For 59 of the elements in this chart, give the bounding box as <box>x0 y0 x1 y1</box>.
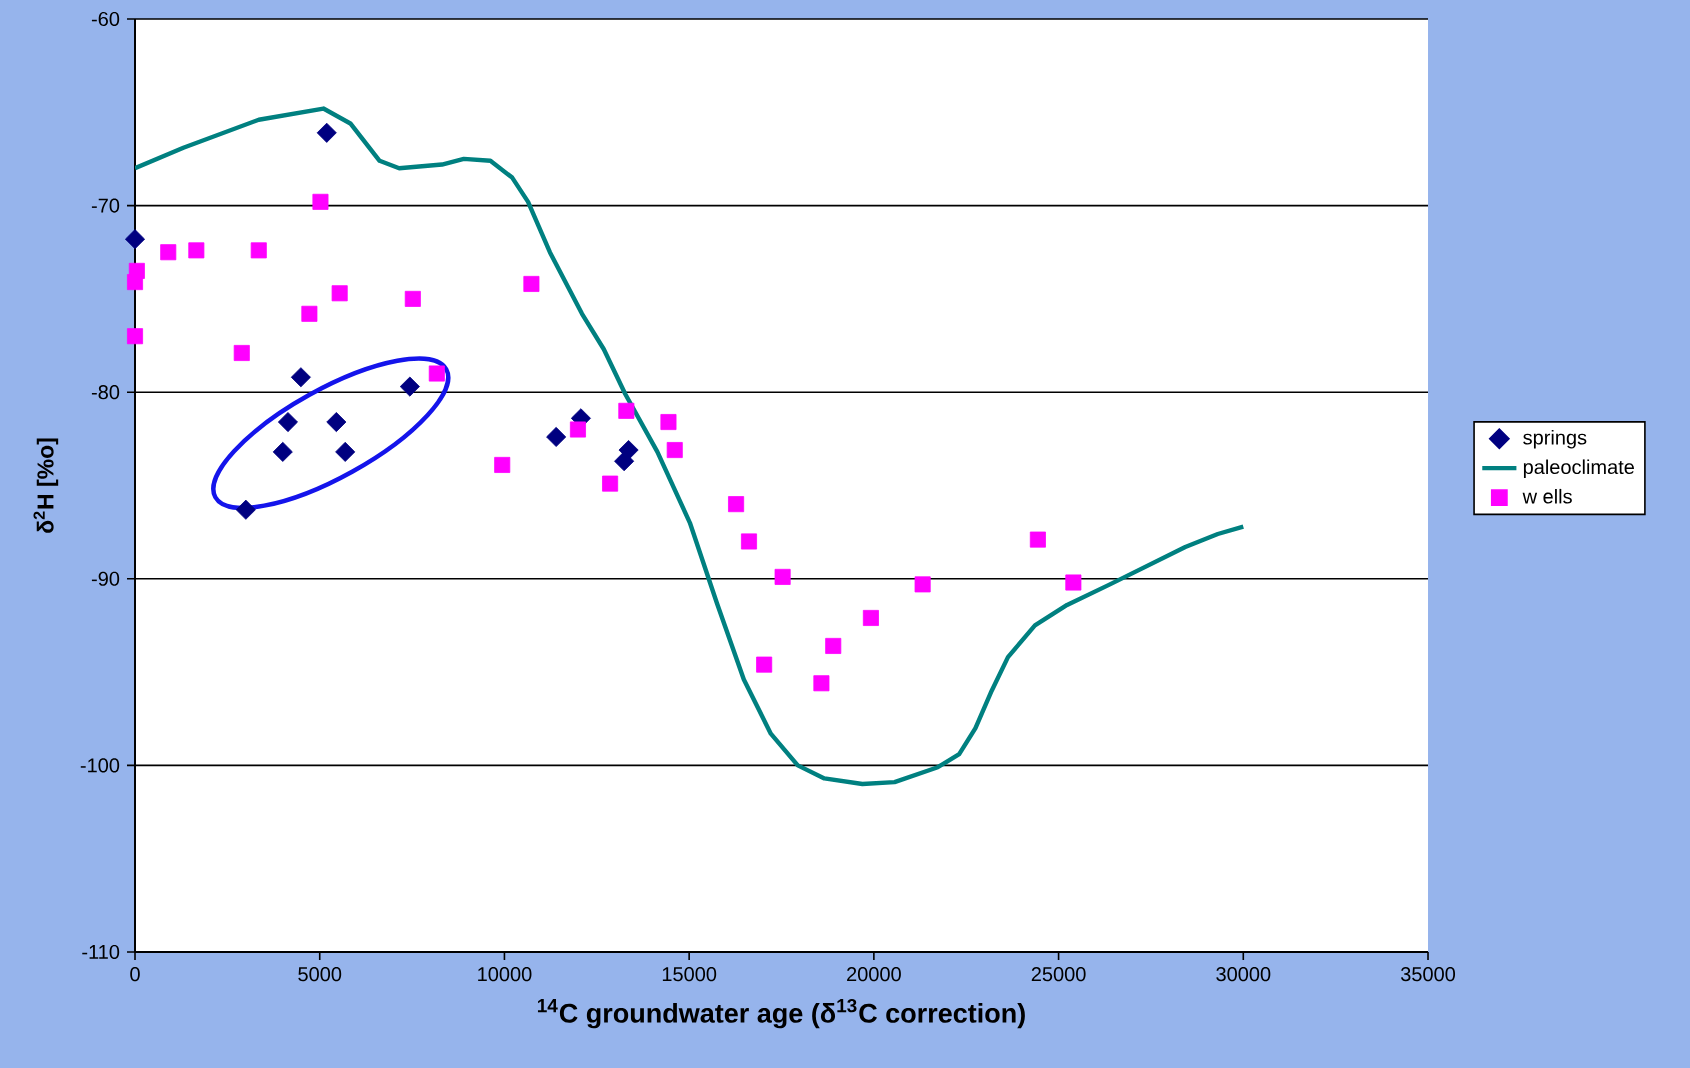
point <box>862 609 879 626</box>
point <box>399 376 420 397</box>
point <box>404 290 421 307</box>
point <box>602 475 619 492</box>
line-series <box>135 106 1246 787</box>
x-tick-label: 25000 <box>1031 967 1086 982</box>
point <box>546 426 567 447</box>
point <box>301 305 318 322</box>
point <box>335 441 356 462</box>
point <box>188 242 205 259</box>
x-tick-label: 0 <box>130 967 140 982</box>
y-axis-title: δ$^{2}$H [%o] <box>33 438 59 533</box>
x-tick-label: 5000 <box>298 967 342 982</box>
legend-label: springs <box>1523 429 1587 449</box>
y-tick-label: -100 <box>80 758 120 773</box>
point <box>774 568 791 585</box>
x-tick-label: 30000 <box>1216 967 1271 982</box>
point <box>660 414 677 431</box>
point <box>813 675 830 692</box>
point <box>741 533 757 550</box>
point <box>326 412 347 433</box>
point <box>523 275 540 292</box>
x-tick-label: 15000 <box>662 967 717 982</box>
point <box>272 441 293 462</box>
point <box>1029 531 1046 548</box>
y-tick-label: -70 <box>91 198 120 213</box>
point <box>316 122 337 143</box>
point <box>666 442 683 459</box>
y-tick-label: -60 <box>91 11 120 27</box>
legend-label: paleoclimate <box>1523 459 1634 479</box>
point <box>160 244 177 261</box>
point <box>428 365 445 382</box>
point <box>250 242 267 259</box>
point <box>1065 574 1082 591</box>
point <box>312 193 329 210</box>
point <box>569 421 586 438</box>
y-tick-label: -110 <box>82 944 120 960</box>
x-tick-label: 20000 <box>847 967 901 982</box>
point <box>235 499 256 520</box>
point <box>914 576 931 593</box>
point <box>277 412 298 433</box>
x-tick-label: 10000 <box>478 967 532 982</box>
legend-label: w ells <box>1522 488 1572 504</box>
y-tick-label: -80 <box>91 385 120 400</box>
point <box>825 637 842 654</box>
point <box>494 456 511 473</box>
point <box>124 229 146 250</box>
x-tick-label: 35000 <box>1400 967 1456 982</box>
point <box>127 328 144 345</box>
point <box>618 402 635 419</box>
point <box>331 285 348 302</box>
point <box>233 344 250 361</box>
point <box>127 274 144 291</box>
point <box>728 496 745 513</box>
point <box>756 656 773 673</box>
point <box>614 451 635 472</box>
y-tick-label: -90 <box>91 571 120 586</box>
x-axis-title: $^{14}$C groundwater age (δ$^{13}$C correction) <box>537 998 1025 1029</box>
point <box>290 367 311 388</box>
